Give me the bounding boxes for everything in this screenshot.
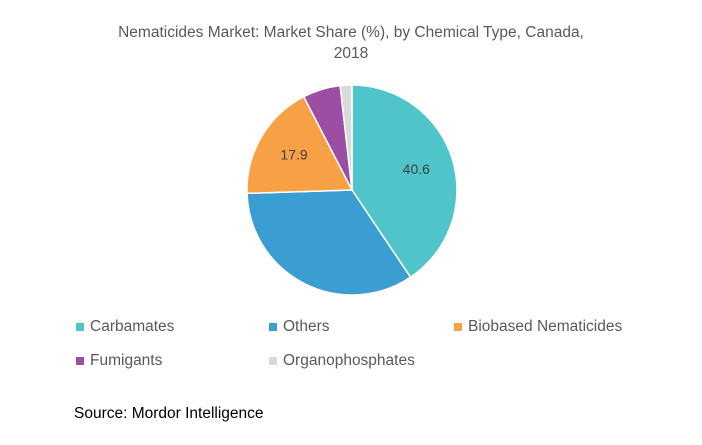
legend-label-carbamates: Carbamates <box>90 318 175 335</box>
pie-slice-carbamates <box>351 84 458 279</box>
chart-title-line-1: Nematicides Market: Market Share (%), by… <box>118 24 584 41</box>
pie-slice-organophosphates <box>339 84 353 191</box>
legend-item-biobased-nematicides: Biobased Nematicides <box>454 318 622 336</box>
data-label-carbamates: 40.6 <box>403 161 430 177</box>
legend-swatch-others <box>269 323 277 331</box>
legend-item-organophosphates: Organophosphates <box>269 352 415 370</box>
legend-swatch-organophosphates <box>269 357 277 365</box>
legend-label-biobased-nematicides: Biobased Nematicides <box>468 318 623 335</box>
legend-label-others: Others <box>283 318 330 335</box>
source-note: Source: Mordor Intelligence <box>74 405 264 422</box>
chart-title-line-2: 2018 <box>333 45 369 62</box>
legend-label-organophosphates: Organophosphates <box>283 352 415 369</box>
pie-slice-others <box>246 189 412 296</box>
legend-swatch-carbamates <box>76 323 84 331</box>
legend-item-fumigants: Fumigants <box>76 352 162 370</box>
pie-slice-biobased-nematicides <box>246 95 354 195</box>
legend: Carbamates Others Biobased Nematicides F… <box>76 318 676 378</box>
legend-swatch-fumigants <box>76 357 84 365</box>
data-label-biobased-nematicides: 17.9 <box>280 147 307 163</box>
legend-label-fumigants: Fumigants <box>90 352 163 369</box>
legend-item-carbamates: Carbamates <box>76 318 174 336</box>
legend-item-others: Others <box>269 318 330 336</box>
pie-chart: 40.6 17.9 <box>246 84 458 296</box>
legend-swatch-biobased-nematicides <box>454 323 462 331</box>
chart-title: Nematicides Market: Market Share (%), by… <box>0 22 702 64</box>
